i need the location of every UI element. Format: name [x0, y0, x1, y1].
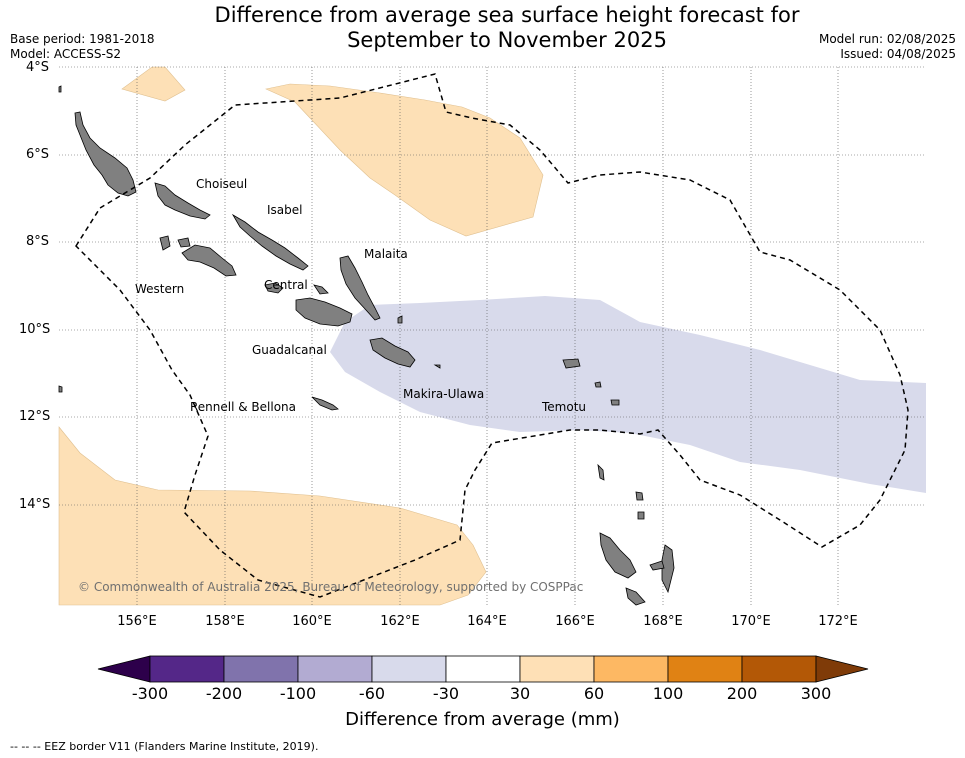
colorbar-tick: -60	[358, 684, 386, 703]
colorbar-bin-8	[667, 655, 743, 683]
positive-anomaly-region-northwest	[121, 66, 186, 102]
lat-label-4s: 4°S	[26, 60, 50, 75]
colorbar-tick: 300	[800, 684, 832, 703]
colorbar-bin-6	[519, 655, 595, 683]
gridlines	[59, 66, 926, 605]
lon-label-156e: 156°E	[117, 614, 157, 629]
lon-label-160e: 160°E	[292, 614, 332, 629]
region-label-makira-ulawa: Makira-Ulawa	[403, 387, 485, 401]
island-west-edge	[58, 385, 63, 393]
land-masses	[58, 85, 675, 606]
model-run: Model run: 02/08/2025	[818, 32, 956, 46]
colorbar-tick: 200	[726, 684, 758, 703]
colorbar-tick: 60	[583, 684, 605, 703]
lat-label-14s: 14°S	[19, 497, 51, 512]
colorbar-bin-1	[149, 655, 225, 683]
eez-border	[75, 73, 909, 598]
island-espiritu-santo	[599, 532, 637, 579]
colorbar-tick: -300	[131, 684, 169, 703]
lat-label-10s: 10°S	[19, 322, 51, 337]
island-rennell	[311, 396, 339, 411]
island-small-4	[433, 364, 441, 369]
region-label-choiseul: Choiseul	[196, 177, 248, 191]
title-line-1: Difference from average sea surface heig…	[214, 3, 800, 27]
meta-right: Model run: 02/08/2025 Issued: 04/08/2025	[819, 32, 956, 62]
colorbar-bin-4	[371, 655, 447, 683]
region-label-guadalcanal: Guadalcanal	[252, 343, 327, 357]
map-title: Difference from average sea surface heig…	[0, 3, 965, 53]
colorbar-bin-7	[593, 655, 669, 683]
meta-left: Base period: 1981-2018 Model: ACCESS-S2	[10, 32, 155, 62]
eez-footer-note: -- -- -- EEZ border V11 (Flanders Marine…	[10, 740, 319, 753]
island-vanuatu-6	[637, 511, 645, 520]
negative-anomaly-region	[330, 296, 926, 493]
colorbar	[97, 655, 869, 683]
island-vella-lavella	[159, 235, 171, 251]
island-new-georgia	[181, 244, 237, 277]
region-label-central: Central	[264, 278, 308, 292]
island-vanuatu-5	[635, 491, 644, 501]
island-vanuatu-2	[661, 544, 675, 594]
island-guadalcanal	[295, 297, 353, 327]
colorbar-tick: -200	[205, 684, 243, 703]
colorbar-bin-9	[741, 655, 817, 683]
colorbar-tick: -30	[432, 684, 460, 703]
colorbar-bin-2	[223, 655, 299, 683]
island-small-3	[397, 315, 403, 324]
colorbar-tick: 100	[652, 684, 684, 703]
region-label-temotu: Temotu	[542, 400, 587, 414]
positive-anomaly-region-south	[58, 426, 487, 606]
island-small-2	[610, 399, 620, 406]
island-santa-cruz	[562, 358, 581, 369]
copyright-notice: © Commonwealth of Australia 2025, Bureau…	[78, 580, 584, 594]
island-bougainville	[74, 111, 137, 197]
island-choiseul	[154, 182, 211, 220]
region-label-rennell-bellona: Rennell & Bellona	[190, 400, 297, 414]
island-shortland	[58, 85, 62, 93]
lon-label-158e: 158°E	[205, 614, 245, 629]
lon-label-162e: 162°E	[380, 614, 420, 629]
colorbar-high-extend	[815, 655, 869, 683]
lat-label-12s: 12°S	[19, 409, 51, 424]
colorbar-title: Difference from average (mm)	[345, 709, 620, 730]
title-line-2: September to November 2025	[347, 28, 667, 52]
lat-label-6s: 6°S	[26, 147, 50, 162]
island-vanuatu-7	[597, 463, 605, 481]
lon-label-168e: 168°E	[643, 614, 683, 629]
island-vanuatu-4	[625, 587, 646, 606]
island-vanuatu-3	[649, 560, 665, 571]
island-kolombangara	[177, 237, 191, 248]
colorbar-bin-5	[445, 655, 521, 683]
island-small-1	[594, 381, 602, 388]
region-label-malaita: Malaita	[364, 247, 408, 261]
island-russell	[313, 284, 329, 295]
model-name: Model: ACCESS-S2	[10, 47, 122, 61]
island-central	[264, 282, 284, 294]
colorbar-tick: -100	[279, 684, 317, 703]
colorbar-tick: 30	[509, 684, 531, 703]
lon-label-170e: 170°E	[731, 614, 771, 629]
region-label-isabel: Isabel	[267, 203, 303, 217]
region-label-western: Western	[135, 282, 185, 296]
positive-anomaly-region-north	[265, 83, 544, 237]
island-isabel	[231, 213, 309, 271]
island-malaita	[339, 255, 381, 321]
lat-label-8s: 8°S	[26, 234, 50, 249]
lon-label-164e: 164°E	[467, 614, 507, 629]
base-period: Base period: 1981-2018	[10, 32, 155, 46]
lon-label-172e: 172°E	[818, 614, 858, 629]
island-makira	[369, 337, 416, 368]
colorbar-bin-3	[297, 655, 373, 683]
lon-label-166e: 166°E	[555, 614, 595, 629]
issued-date: Issued: 04/08/2025	[840, 47, 956, 61]
colorbar-low-extend	[97, 655, 151, 683]
